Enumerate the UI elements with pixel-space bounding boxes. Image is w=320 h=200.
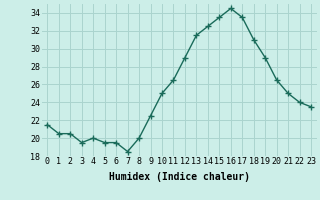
X-axis label: Humidex (Indice chaleur): Humidex (Indice chaleur) (109, 172, 250, 182)
